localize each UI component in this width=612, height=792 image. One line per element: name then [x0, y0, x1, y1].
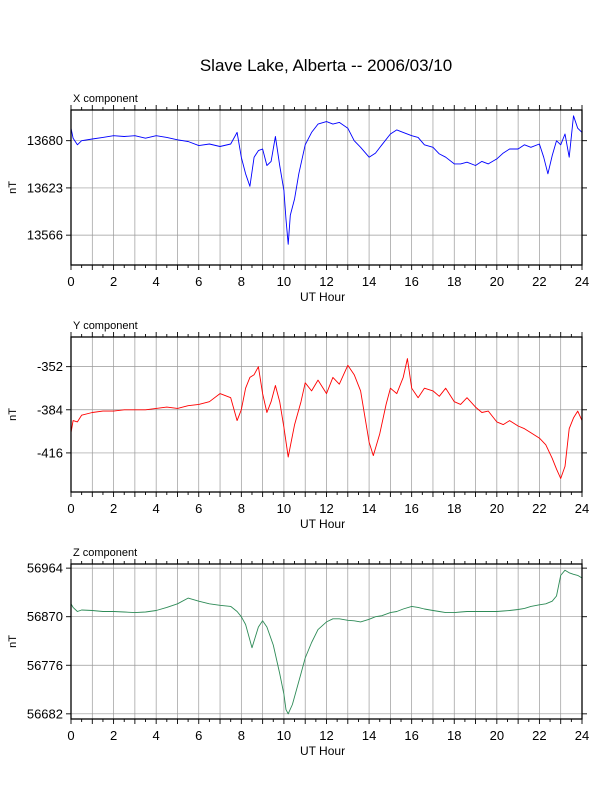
x-tick-label: 8 [238, 501, 245, 516]
x-tick-label: 4 [153, 728, 160, 743]
x-tick-label: 0 [67, 274, 74, 289]
x-tick-label: 22 [532, 274, 546, 289]
x-tick-label: 2 [110, 274, 117, 289]
panel-label: Z component [73, 547, 137, 559]
series-line [70, 358, 583, 479]
x-tick-label: 18 [447, 501, 461, 516]
x-tick-label: 8 [238, 274, 245, 289]
series-line [70, 569, 583, 715]
chart-title: Slave Lake, Alberta -- 2006/03/10 [199, 56, 453, 75]
x-tick-label: 8 [238, 728, 245, 743]
y-tick-label: 56682 [27, 706, 63, 721]
x-tick-label: 4 [153, 274, 160, 289]
x-tick-label: 22 [532, 501, 546, 516]
x-tick-label: 24 [575, 501, 589, 516]
x-tick-label: 18 [447, 728, 461, 743]
y-tick-label: 56964 [27, 561, 63, 576]
x-tick-label: 6 [195, 728, 202, 743]
x-axis-label: UT Hour [300, 290, 345, 304]
panel-label: X component [73, 93, 138, 105]
x-axis-label: UT Hour [300, 517, 345, 531]
y-tick-label: 56870 [27, 609, 63, 624]
y-tick-label: 13680 [27, 133, 63, 148]
x-tick-label: 20 [490, 501, 504, 516]
y-tick-label: -416 [37, 445, 63, 460]
y-tick-label: -352 [37, 359, 63, 374]
x-tick-label: 22 [532, 728, 546, 743]
x-tick-label: 10 [277, 501, 291, 516]
y-tick-label: 13623 [27, 180, 63, 195]
x-tick-label: 10 [277, 274, 291, 289]
series-line [70, 115, 583, 245]
y-axis-label: nT [7, 408, 19, 421]
x-tick-label: 24 [575, 274, 589, 289]
z-component-panel: 0 2 4 6 8 10 12 14 16 18 20 22 245668256776568705696… [7, 547, 589, 758]
x-tick-label: 16 [404, 728, 418, 743]
x-tick-label: 16 [404, 501, 418, 516]
x-tick-label: 16 [404, 274, 418, 289]
x-tick-label: 2 [110, 501, 117, 516]
x-tick-label: 12 [319, 501, 333, 516]
x-tick-label: 14 [362, 728, 376, 743]
x-tick-label: 14 [362, 274, 376, 289]
x-tick-label: 20 [490, 728, 504, 743]
y-tick-label: 13566 [27, 228, 63, 243]
x-tick-label: 10 [277, 728, 291, 743]
x-tick-label: 24 [575, 728, 589, 743]
x-tick-label: 6 [195, 501, 202, 516]
y-tick-label: -384 [37, 402, 63, 417]
y-axis-label: nT [7, 181, 19, 194]
x-tick-label: 2 [110, 728, 117, 743]
y-axis-label: nT [7, 635, 19, 648]
panel-label: Y component [73, 320, 138, 332]
x-tick-label: 0 [67, 501, 74, 516]
x-tick-label: 18 [447, 274, 461, 289]
y-tick-label: 56776 [27, 658, 63, 673]
x-tick-label: 14 [362, 501, 376, 516]
x-tick-label: 4 [153, 501, 160, 516]
x-tick-label: 6 [195, 274, 202, 289]
x-axis-label: UT Hour [300, 744, 345, 758]
x-tick-label: 0 [67, 728, 74, 743]
x-tick-label: 12 [319, 274, 333, 289]
x-tick-label: 20 [490, 274, 504, 289]
x-tick-label: 12 [319, 728, 333, 743]
